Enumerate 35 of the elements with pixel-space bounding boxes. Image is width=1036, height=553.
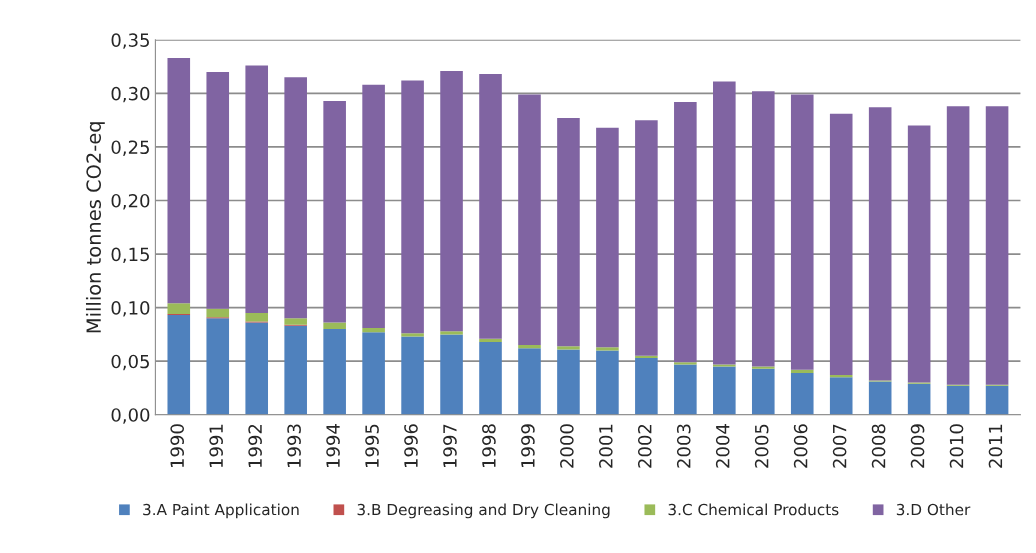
x-tick-label: 1999 [521, 424, 535, 468]
x-tick-label: 1993 [287, 424, 301, 468]
x-tick-label: 1994 [326, 424, 340, 468]
x-tick-label: 2006 [793, 424, 808, 468]
x-tick-label: 1990 [170, 424, 185, 468]
y-tick-label: 0,10 [111, 301, 150, 317]
x-tick-label: 2009 [910, 424, 925, 468]
y-tick-label: 0,20 [111, 193, 150, 210]
x-tick-label: 2010 [949, 424, 964, 468]
x-tick-label: 1992 [248, 424, 262, 468]
x-tick-label: 2008 [871, 424, 886, 468]
legend-label: 3.D Other [896, 503, 971, 516]
x-tick-label: 1991 [209, 424, 223, 468]
x-tick-label: 1997 [443, 424, 457, 468]
y-tick-label: 0,35 [111, 33, 149, 49]
x-tick-label: 2002 [637, 424, 652, 468]
x-tick-label: 2003 [676, 424, 691, 468]
y-tick-label: 0,25 [111, 140, 149, 156]
x-tick-label: 2007 [832, 424, 847, 468]
legend-label: 3.A Paint Application [143, 503, 299, 519]
legend-label: 3.C Chemical Products [668, 503, 839, 516]
x-tick-label: 2011 [988, 424, 1003, 468]
x-tick-label: 2001 [598, 424, 613, 468]
x-tick-label: 2004 [715, 424, 730, 468]
legend-label: 3.B Degreasing and Dry Cleaning [357, 503, 610, 519]
x-tick-label: 1995 [365, 424, 379, 468]
y-tick-label: 0,00 [111, 408, 150, 424]
x-tick-label: 1996 [404, 424, 418, 468]
x-tick-label: 2005 [754, 424, 769, 468]
x-tick-label: 2000 [560, 424, 574, 468]
x-tick-label: 1998 [482, 424, 496, 468]
y-axis-title: Million tonnes CO2-eq [85, 122, 105, 333]
y-tick-label: 0,05 [111, 354, 149, 371]
y-tick-label: 0,30 [111, 86, 150, 103]
y-tick-label: 0,15 [111, 247, 149, 264]
